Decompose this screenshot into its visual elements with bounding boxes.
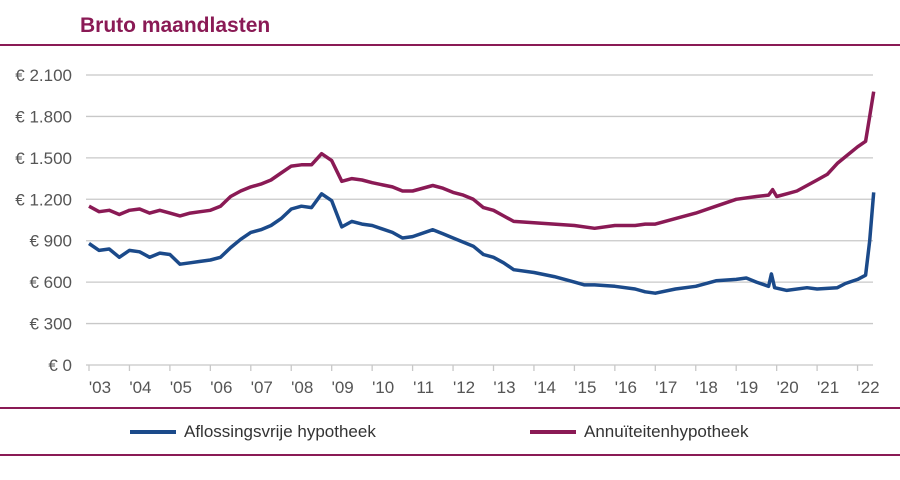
- y-tick-label: € 600: [29, 273, 72, 292]
- y-tick-label: € 1.500: [15, 149, 72, 168]
- y-tick-label: € 900: [29, 232, 72, 251]
- x-tick-label: '17: [655, 378, 677, 397]
- legend-label: Aflossingsvrije hypotheek: [184, 422, 376, 441]
- series-line-annuiteiten: [88, 91, 876, 231]
- legend-item-annuiteiten: Annuïteitenhypotheek: [530, 422, 748, 442]
- x-tick-label: '16: [615, 378, 637, 397]
- x-tick-label: '05: [170, 378, 192, 397]
- chart-title: Bruto maandlasten: [80, 14, 271, 37]
- y-tick-label: € 0: [48, 356, 72, 375]
- x-tick-label: '09: [332, 378, 354, 397]
- x-tick-label: '04: [129, 378, 151, 397]
- series-line-aflossingsvrij: [88, 192, 876, 295]
- legend-swatch: [130, 430, 176, 434]
- legend-item-aflossingsvrij: Aflossingsvrije hypotheek: [130, 422, 376, 442]
- title-divider: [0, 44, 900, 46]
- legend-label: Annuïteitenhypotheek: [584, 422, 749, 441]
- y-tick-label: € 300: [29, 315, 72, 334]
- x-tick-label: '08: [291, 378, 313, 397]
- legend-bottom-divider: [0, 454, 900, 456]
- x-tick-label: '12: [453, 378, 475, 397]
- y-tick-label: € 1.200: [15, 190, 72, 209]
- x-tick-label: '06: [210, 378, 232, 397]
- x-tick-label: '11: [413, 378, 434, 397]
- y-tick-label: € 2.100: [15, 66, 72, 85]
- plot-area: € 0 € 300 € 600 € 900 € 1.200 € 1.500 € 1.800 €…: [15, 66, 879, 397]
- legend-swatch: [530, 430, 576, 434]
- x-tick-label: '22: [857, 378, 879, 397]
- x-tick-label: '10: [372, 378, 394, 397]
- x-tick-label: '14: [534, 378, 556, 397]
- legend-top-divider: [0, 407, 900, 409]
- x-tick-label: '07: [251, 378, 273, 397]
- x-tick-label: '20: [777, 378, 799, 397]
- x-tick-label: '03: [89, 378, 111, 397]
- x-tick-label: '21: [817, 378, 839, 397]
- x-tick-label: '19: [736, 378, 758, 397]
- x-tick-label: '13: [493, 378, 515, 397]
- x-tick-label: '18: [696, 378, 718, 397]
- x-tick-label: '15: [574, 378, 596, 397]
- y-tick-label: € 1.800: [15, 107, 72, 126]
